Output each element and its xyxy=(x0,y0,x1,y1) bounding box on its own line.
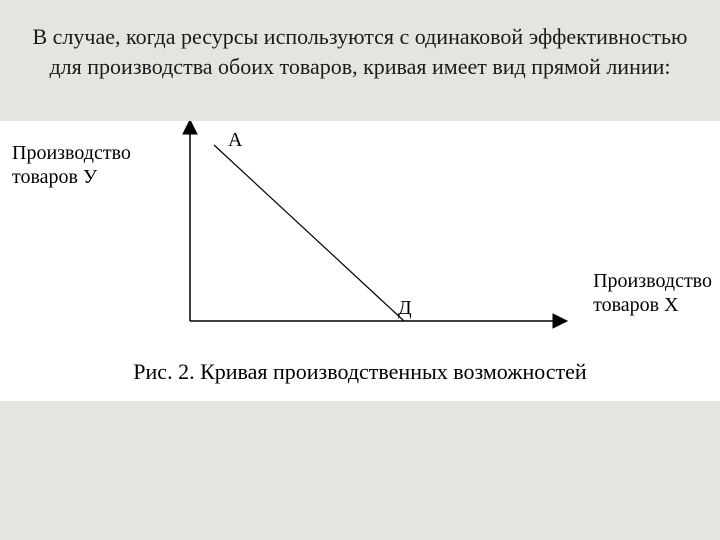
heading-text: В случае, когда ресурсы используются с о… xyxy=(0,0,720,91)
ppf-line xyxy=(214,145,404,321)
figure-panel: Производство товаров У Производство това… xyxy=(0,121,720,401)
chart-svg xyxy=(0,121,720,361)
figure-caption: Рис. 2. Кривая производственных возможно… xyxy=(0,359,720,385)
x-axis-arrow-icon xyxy=(553,314,567,328)
y-axis-arrow-icon xyxy=(183,121,197,134)
